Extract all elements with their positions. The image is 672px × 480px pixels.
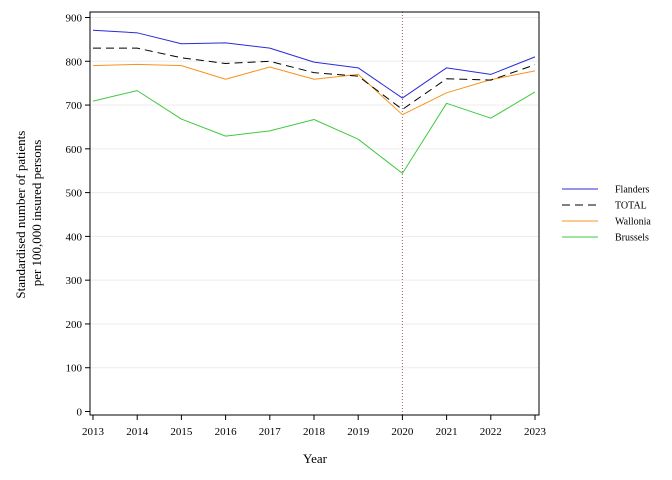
y-tick-label-500: 500 (66, 188, 83, 200)
x-tick-label-2017: 2017 (259, 426, 282, 438)
y-tick-label-300: 300 (66, 275, 83, 287)
x-tick-label-2014: 2014 (126, 426, 149, 438)
series-line-total (93, 47, 536, 110)
y-tick-label-200: 200 (66, 319, 83, 331)
legend-label-brussels: Brussels (615, 233, 649, 244)
y-tick-label-0: 0 (77, 407, 83, 419)
y-tick-label-900: 900 (66, 13, 83, 25)
x-tick-label-2022: 2022 (480, 426, 502, 438)
series-lines (92, 29, 536, 174)
series-line-brussels (92, 90, 536, 174)
x-tick-label-2020: 2020 (391, 426, 414, 438)
x-tick-label-2019: 2019 (347, 426, 370, 438)
legend: Flanders TOTAL Wallonia Brussels (562, 185, 651, 244)
gridlines (90, 17, 539, 369)
y-tick-label-700: 700 (66, 100, 83, 112)
legend-label-flanders: Flanders (615, 185, 650, 196)
y-tick-label-400: 400 (66, 231, 83, 243)
legend-label-total: TOTAL (615, 201, 647, 212)
y-tick-label-800: 800 (66, 56, 83, 68)
y-tick-label-600: 600 (66, 144, 83, 156)
x-tick-label-2015: 2015 (170, 426, 193, 438)
x-tick-label-2016: 2016 (215, 426, 238, 438)
y-axis-title-line-1: Standardised number of patients (13, 131, 28, 299)
y-axis: 0 100 200 300 400 500 600 700 800 900 (66, 13, 90, 419)
x-axis-title: Year (303, 451, 328, 466)
x-tick-label-2013: 2013 (82, 426, 105, 438)
y-axis-title: Standardised number of patients per 100,… (13, 127, 44, 298)
x-tick-label-2018: 2018 (303, 426, 326, 438)
y-tick-label-100: 100 (66, 363, 83, 375)
y-axis-title-line-2: per 100,000 insured persons (29, 140, 44, 287)
legend-label-wallonia: Wallonia (615, 217, 651, 228)
x-tick-label-2023: 2023 (524, 426, 547, 438)
series-line-flanders (92, 29, 536, 99)
x-axis: 2013 2014 2015 2016 2017 2018 2019 2020 2021 2022… (82, 415, 547, 438)
x-tick-label-2021: 2021 (436, 426, 458, 438)
series-line-wallonia (92, 63, 536, 116)
